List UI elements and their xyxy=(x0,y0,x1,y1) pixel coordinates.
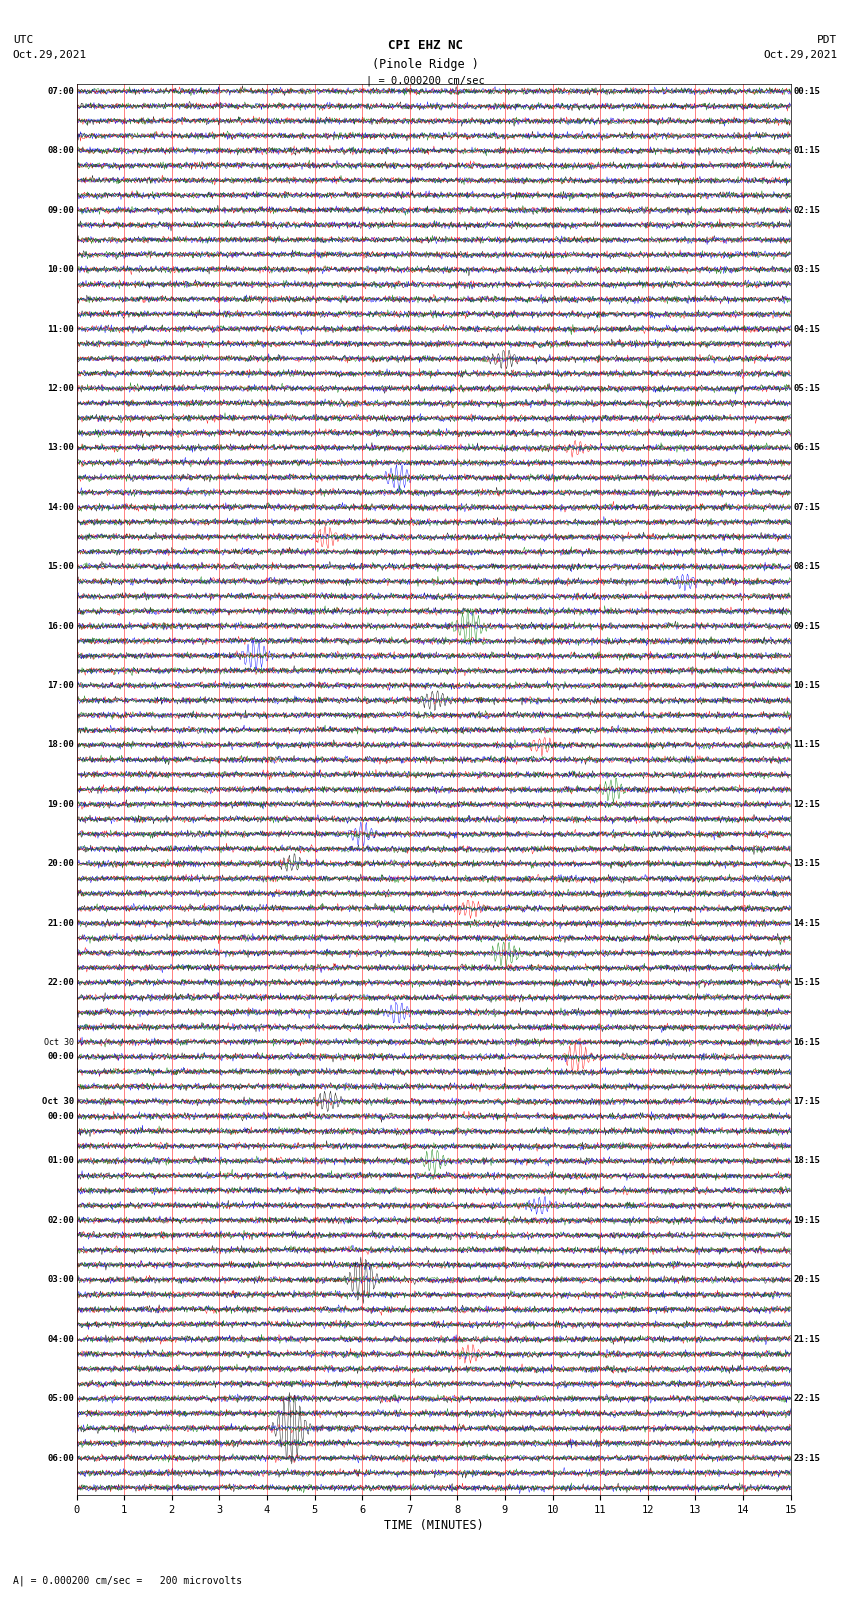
Text: 18:15: 18:15 xyxy=(793,1157,820,1166)
Text: 17:15: 17:15 xyxy=(793,1097,820,1107)
Text: 01:00: 01:00 xyxy=(47,1157,74,1166)
Text: 14:00: 14:00 xyxy=(47,503,74,511)
Text: 17:00: 17:00 xyxy=(47,681,74,690)
Text: 05:15: 05:15 xyxy=(793,384,820,394)
Text: 20:00: 20:00 xyxy=(47,860,74,868)
Text: 18:00: 18:00 xyxy=(47,740,74,750)
Text: 03:00: 03:00 xyxy=(47,1276,74,1284)
Text: 04:15: 04:15 xyxy=(793,324,820,334)
Text: 08:15: 08:15 xyxy=(793,563,820,571)
Text: 03:15: 03:15 xyxy=(793,265,820,274)
Text: 08:00: 08:00 xyxy=(47,147,74,155)
Text: Oct 30: Oct 30 xyxy=(44,1037,74,1047)
Text: 05:00: 05:00 xyxy=(47,1394,74,1403)
Text: 19:00: 19:00 xyxy=(47,800,74,810)
Text: CPI EHZ NC: CPI EHZ NC xyxy=(388,39,462,52)
Text: 23:15: 23:15 xyxy=(793,1453,820,1463)
Text: 10:00: 10:00 xyxy=(47,265,74,274)
Text: 12:00: 12:00 xyxy=(47,384,74,394)
Text: (Pinole Ridge ): (Pinole Ridge ) xyxy=(371,58,479,71)
Text: 21:00: 21:00 xyxy=(47,919,74,927)
Text: 06:00: 06:00 xyxy=(47,1453,74,1463)
Text: 22:15: 22:15 xyxy=(793,1394,820,1403)
Text: 04:00: 04:00 xyxy=(47,1334,74,1344)
Text: Oct 30: Oct 30 xyxy=(42,1097,74,1107)
Text: 21:15: 21:15 xyxy=(793,1334,820,1344)
Text: 07:15: 07:15 xyxy=(793,503,820,511)
Text: 02:15: 02:15 xyxy=(793,205,820,215)
Text: 15:15: 15:15 xyxy=(793,977,820,987)
Text: A| = 0.000200 cm/sec =   200 microvolts: A| = 0.000200 cm/sec = 200 microvolts xyxy=(13,1574,242,1586)
Text: 16:15: 16:15 xyxy=(793,1037,820,1047)
Text: 00:00: 00:00 xyxy=(47,1052,74,1061)
Text: 00:15: 00:15 xyxy=(793,87,820,95)
Text: 22:00: 22:00 xyxy=(47,977,74,987)
Text: 19:15: 19:15 xyxy=(793,1216,820,1224)
Text: 20:15: 20:15 xyxy=(793,1276,820,1284)
Text: 09:15: 09:15 xyxy=(793,621,820,631)
Text: 09:00: 09:00 xyxy=(47,205,74,215)
Text: 10:15: 10:15 xyxy=(793,681,820,690)
X-axis label: TIME (MINUTES): TIME (MINUTES) xyxy=(383,1519,484,1532)
Text: | = 0.000200 cm/sec: | = 0.000200 cm/sec xyxy=(366,76,484,87)
Text: 06:15: 06:15 xyxy=(793,444,820,452)
Text: UTC: UTC xyxy=(13,35,33,45)
Text: 16:00: 16:00 xyxy=(47,621,74,631)
Text: 15:00: 15:00 xyxy=(47,563,74,571)
Text: 01:15: 01:15 xyxy=(793,147,820,155)
Text: 00:00: 00:00 xyxy=(47,1111,74,1121)
Text: 11:00: 11:00 xyxy=(47,324,74,334)
Text: Oct.29,2021: Oct.29,2021 xyxy=(763,50,837,60)
Text: 11:15: 11:15 xyxy=(793,740,820,750)
Text: Oct.29,2021: Oct.29,2021 xyxy=(13,50,87,60)
Text: 13:00: 13:00 xyxy=(47,444,74,452)
Text: 07:00: 07:00 xyxy=(47,87,74,95)
Text: 14:15: 14:15 xyxy=(793,919,820,927)
Text: 13:15: 13:15 xyxy=(793,860,820,868)
Text: 12:15: 12:15 xyxy=(793,800,820,810)
Text: 02:00: 02:00 xyxy=(47,1216,74,1224)
Text: PDT: PDT xyxy=(817,35,837,45)
